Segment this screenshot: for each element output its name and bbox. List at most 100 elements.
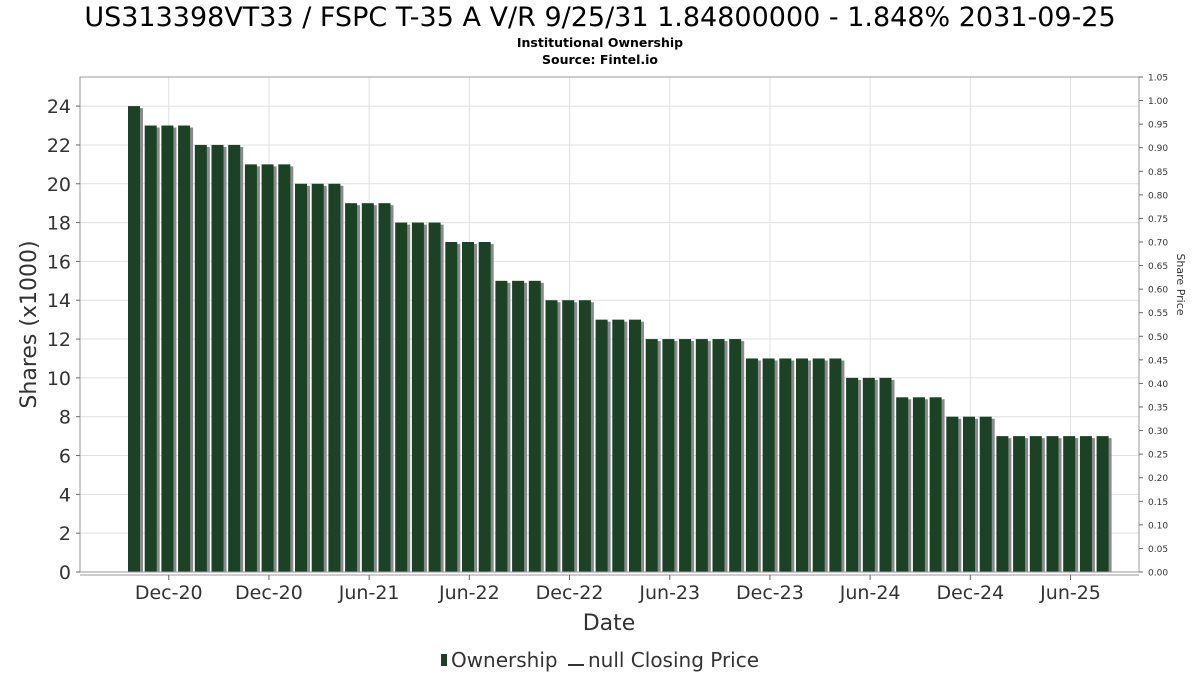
ownership-bar <box>395 222 408 572</box>
ownership-bar <box>629 319 641 572</box>
ownership-bar <box>361 203 374 573</box>
ownership-bar <box>912 397 925 572</box>
y-tick-label: 22 <box>47 135 71 157</box>
y-tick-label: 8 <box>59 407 71 429</box>
ownership-bar <box>1046 436 1059 572</box>
ownership-bar <box>996 436 1009 572</box>
ownership-bar <box>612 319 625 572</box>
ownership-bar <box>328 183 341 572</box>
ownership-bar <box>278 164 291 572</box>
y2-tick-label: 1.05 <box>1148 74 1168 84</box>
ownership-bar <box>745 358 758 572</box>
ownership-bar <box>595 319 608 572</box>
ownership-bar <box>378 203 391 573</box>
y2-tick-label: 0.35 <box>1148 404 1168 414</box>
ownership-bar <box>695 339 708 572</box>
ownership-bar <box>161 125 174 572</box>
ownership-bar <box>1029 436 1042 572</box>
y2-tick-label: 0.30 <box>1148 427 1168 437</box>
ownership-bar <box>679 339 692 572</box>
y2-axis-title: Share Price <box>1174 253 1187 315</box>
ownership-legend-swatch <box>440 653 447 666</box>
x-tick-label: Dec-20 <box>135 582 203 604</box>
ownership-bar <box>211 144 224 573</box>
ownership-bar <box>194 144 207 573</box>
ownership-bar <box>796 358 808 572</box>
x-tick-label: Jun-22 <box>438 582 500 604</box>
ownership-bar <box>829 358 842 572</box>
y-tick-label: 4 <box>59 484 71 506</box>
ownership-bar <box>846 377 859 572</box>
ownership-bar <box>645 339 658 572</box>
y-tick-label: 2 <box>59 523 71 545</box>
ownership-bar <box>244 164 257 572</box>
ownership-bar <box>228 144 241 573</box>
ownership-bar <box>1013 436 1026 572</box>
ownership-bar <box>578 300 591 572</box>
x-tick-label: Jun-21 <box>338 582 400 604</box>
y2-tick-label: 0.25 <box>1148 451 1168 461</box>
ownership-bar <box>963 416 975 572</box>
y2-tick-label: 0.70 <box>1148 239 1168 249</box>
ownership-bar <box>478 242 491 572</box>
ownership-bar <box>311 183 324 572</box>
y-tick-label: 14 <box>47 290 71 312</box>
y2-tick-label: 0.60 <box>1148 286 1168 296</box>
x-tick-label: Jun-24 <box>839 582 901 604</box>
ownership-bar <box>979 416 992 572</box>
y-tick-label: 6 <box>59 446 71 468</box>
y2-tick-label: 0.90 <box>1148 144 1168 154</box>
ownership-bar <box>662 339 675 572</box>
x-tick-label: Dec-20 <box>235 582 303 604</box>
y2-tick-label: 0.05 <box>1148 545 1168 555</box>
ownership-bar <box>528 280 541 572</box>
y2-tick-label: 0.85 <box>1148 168 1168 178</box>
legend-ownership-label: Ownership <box>450 648 558 672</box>
ownership-bar <box>562 300 575 572</box>
y2-tick-label: 0.45 <box>1148 356 1168 366</box>
ownership-bar <box>411 222 424 572</box>
ownership-bar <box>779 358 792 572</box>
ownership-bar <box>128 106 140 572</box>
y2-tick-label: 0.15 <box>1148 498 1168 508</box>
ownership-bar <box>462 242 474 572</box>
y2-tick-label: 0.75 <box>1148 215 1168 225</box>
ownership-bar <box>345 203 358 573</box>
x-tick-label: Dec-23 <box>736 582 804 604</box>
ownership-bar <box>445 242 458 572</box>
y2-tick-label: 0.10 <box>1148 521 1168 531</box>
y-tick-label: 16 <box>47 251 71 273</box>
y-tick-label: 0 <box>59 562 71 584</box>
ownership-bar <box>762 358 775 572</box>
legend-closing-price-label: null Closing Price <box>587 648 760 672</box>
y-tick-label: 18 <box>47 213 71 235</box>
y2-tick-label: 0.95 <box>1148 121 1168 131</box>
ownership-bar <box>512 280 525 572</box>
ownership-bar <box>896 397 909 572</box>
ownership-bar <box>261 164 274 572</box>
ownership-bar <box>946 416 959 572</box>
ownership-bar <box>1063 436 1076 572</box>
y-tick-label: 12 <box>47 329 71 351</box>
y2-tick-label: 0.40 <box>1148 380 1168 390</box>
ownership-bar <box>144 125 157 572</box>
y2-tick-label: 0.55 <box>1148 309 1168 319</box>
ownership-bar <box>545 300 558 572</box>
ownership-bar <box>862 377 875 572</box>
y2-tick-label: 0.65 <box>1148 262 1168 272</box>
x-tick-label: Dec-24 <box>936 582 1004 604</box>
ownership-bar <box>428 222 441 572</box>
y-axis-title: Shares (x1000) <box>17 240 42 408</box>
ownership-bar <box>178 125 191 572</box>
ownership-bar <box>295 183 307 572</box>
ownership-bar <box>929 397 942 572</box>
ownership-bar <box>712 339 725 572</box>
y2-tick-label: 1.00 <box>1148 97 1168 107</box>
x-tick-label: Dec-22 <box>536 582 604 604</box>
ownership-bar <box>729 339 742 572</box>
closing-price-legend-line <box>567 648 584 672</box>
ownership-bar <box>495 280 508 572</box>
x-axis-title: Date <box>583 611 636 636</box>
x-tick-label: Jun-23 <box>638 582 700 604</box>
